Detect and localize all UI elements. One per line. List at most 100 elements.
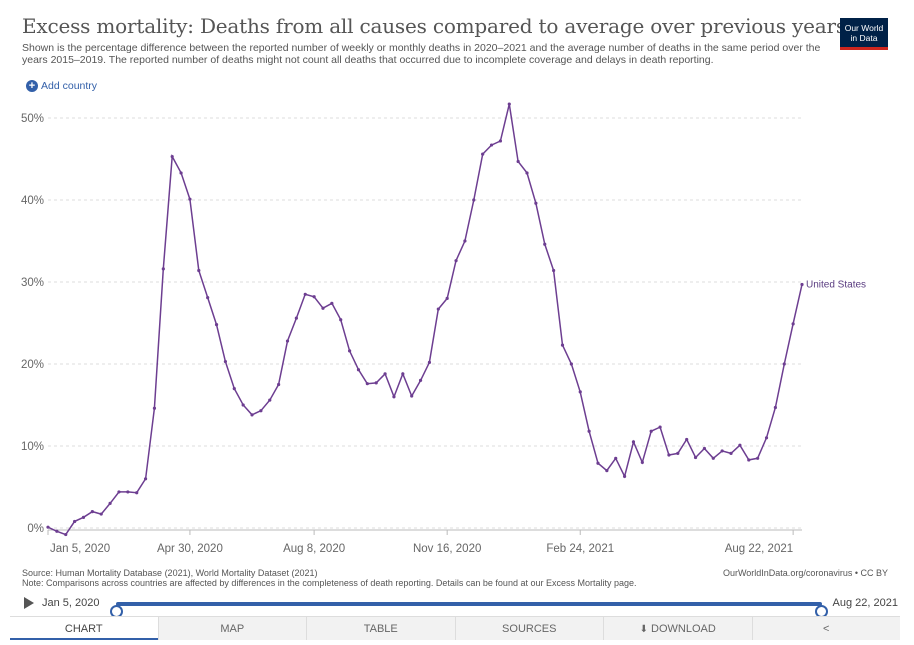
x-tick-label: Aug 22, 2021 <box>725 543 793 555</box>
data-point <box>356 368 361 372</box>
data-point <box>214 323 219 327</box>
data-point <box>223 359 228 364</box>
logo-line-1: Our World <box>844 23 884 33</box>
data-point <box>747 458 751 462</box>
data-point <box>685 437 689 442</box>
data-point <box>90 510 94 514</box>
tab-download[interactable]: ⬇ DOWNLOAD <box>603 617 752 640</box>
data-point <box>365 382 369 386</box>
y-tick-label: 0% <box>27 523 44 535</box>
data-point <box>161 267 165 271</box>
play-icon[interactable] <box>24 597 34 609</box>
data-point <box>587 429 591 433</box>
source-note: Source: Human Mortality Database (2021),… <box>22 568 637 588</box>
data-point <box>312 295 316 299</box>
data-point <box>605 469 609 473</box>
data-point <box>418 378 423 382</box>
data-point <box>773 405 777 410</box>
timeline-track[interactable] <box>110 602 828 618</box>
x-tick-label: Feb 24, 2021 <box>546 543 614 555</box>
timeline-start-label: Jan 5, 2020 <box>42 597 100 609</box>
data-point <box>525 171 529 175</box>
logo-line-2: in Data <box>850 33 878 43</box>
data-point <box>658 425 662 429</box>
x-tick-label: Nov 16, 2020 <box>413 543 481 555</box>
data-point <box>232 387 236 391</box>
data-point <box>800 282 804 287</box>
data-point <box>463 239 467 243</box>
add-country-label: Add country <box>41 80 98 92</box>
y-tick-label: 10% <box>21 441 44 453</box>
data-point <box>481 152 485 156</box>
data-point <box>596 461 600 465</box>
data-point <box>81 515 86 519</box>
data-point <box>294 316 298 320</box>
data-point <box>552 268 556 273</box>
add-country-button[interactable]: + Add country <box>26 80 97 92</box>
data-point <box>454 259 458 263</box>
y-tick-label: 40% <box>21 195 44 207</box>
note-text: Note: Comparisons across countries are a… <box>22 578 637 588</box>
tab-share[interactable]: < <box>751 617 900 640</box>
data-point <box>348 349 352 353</box>
share-icon: < <box>823 623 830 635</box>
data-point <box>330 301 334 305</box>
chart-subtitle: Shown is the percentage difference betwe… <box>22 42 821 66</box>
tab-map[interactable]: MAP <box>157 617 306 640</box>
data-point <box>55 529 59 533</box>
data-point <box>143 477 148 481</box>
y-tick-label: 30% <box>21 277 44 289</box>
y-tick-label: 20% <box>21 359 44 371</box>
download-label: DOWNLOAD <box>651 623 716 635</box>
x-tick-label: Apr 30, 2020 <box>157 543 223 555</box>
tab-bar: CHART MAP TABLE SOURCES ⬇ DOWNLOAD < <box>10 616 900 640</box>
data-point <box>569 362 573 366</box>
data-point <box>268 398 272 402</box>
series-line-united-states <box>47 103 803 536</box>
data-point <box>534 201 538 205</box>
owid-logo[interactable]: Our World in Data <box>840 18 888 50</box>
data-point <box>117 490 121 494</box>
data-point <box>206 295 210 300</box>
data-point <box>702 446 707 451</box>
data-point <box>277 382 281 387</box>
data-point <box>126 490 130 494</box>
timeline-end-label: Aug 22, 2021 <box>832 597 898 609</box>
data-point <box>436 307 440 311</box>
data-point <box>401 372 405 376</box>
data-point <box>507 102 511 106</box>
data-point <box>711 456 715 460</box>
data-point <box>729 451 733 455</box>
data-point <box>622 474 627 478</box>
data-point <box>64 532 68 537</box>
tab-chart[interactable]: CHART <box>10 617 158 640</box>
data-point <box>667 453 671 457</box>
data-point <box>791 322 795 326</box>
line-chart: 0% 10% 20% 30% 40% 50% Jan 5, 2020 Apr 30, 2020… <box>21 102 866 555</box>
data-point <box>489 143 494 147</box>
timeline: Jan 5, 2020 Aug 22, 2021 <box>22 594 898 618</box>
data-point <box>693 455 698 460</box>
source-text: Source: Human Mortality Database (2021),… <box>22 568 318 578</box>
data-point <box>445 296 449 300</box>
data-point <box>108 501 112 505</box>
tab-table[interactable]: TABLE <box>306 617 455 640</box>
data-point <box>640 460 644 464</box>
data-point <box>135 491 139 495</box>
data-point <box>738 443 742 447</box>
series-label-united-states: United States <box>806 279 866 290</box>
download-icon: ⬇ <box>639 624 649 635</box>
data-point <box>782 362 786 366</box>
data-point <box>241 403 245 407</box>
data-point <box>578 390 582 394</box>
data-point <box>250 413 254 417</box>
data-point <box>321 306 325 310</box>
data-point <box>472 198 476 202</box>
data-point <box>427 360 432 364</box>
tab-sources[interactable]: SOURCES <box>454 617 603 640</box>
data-point <box>498 139 502 143</box>
credit-link[interactable]: OurWorldInData.org/coronavirus • CC BY <box>722 568 888 578</box>
data-point <box>560 343 565 347</box>
data-point <box>170 154 174 159</box>
data-point <box>303 292 307 296</box>
